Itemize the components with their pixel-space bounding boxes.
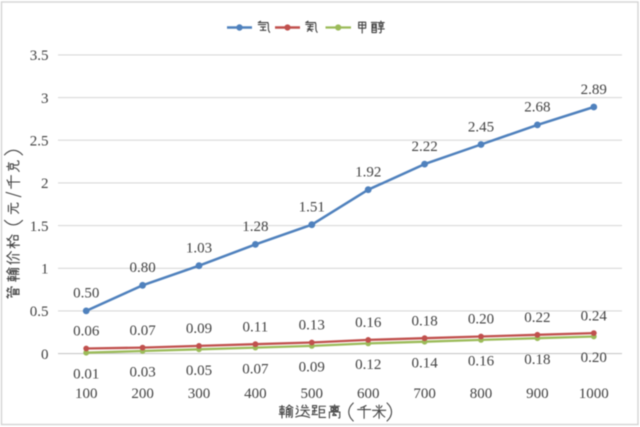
svg-text:1.5: 1.5 [30,219,49,235]
svg-text:600: 600 [357,386,380,402]
svg-text:0: 0 [41,347,49,363]
svg-text:1: 1 [41,262,49,278]
svg-text:2.89: 2.89 [581,82,607,98]
svg-text:700: 700 [413,386,436,402]
svg-text:100: 100 [75,386,98,402]
svg-text:0.06: 0.06 [73,324,100,340]
svg-text:0.07: 0.07 [129,323,156,339]
svg-text:0.14: 0.14 [411,355,438,371]
svg-text:2.68: 2.68 [524,100,550,116]
svg-text:0.5: 0.5 [30,304,49,320]
svg-text:1.51: 1.51 [299,200,325,216]
svg-text:0.07: 0.07 [242,361,269,377]
svg-text:0.20: 0.20 [468,312,494,328]
svg-text:2.22: 2.22 [411,139,437,155]
svg-text:200: 200 [131,386,154,402]
svg-text:0.01: 0.01 [73,366,99,382]
svg-text:0.09: 0.09 [186,321,212,337]
svg-text:900: 900 [526,386,549,402]
svg-text:1.28: 1.28 [242,219,268,235]
svg-text:1.92: 1.92 [355,165,381,181]
svg-text:0.16: 0.16 [468,354,495,370]
svg-text:2.45: 2.45 [468,119,494,135]
svg-text:0.09: 0.09 [299,360,325,376]
svg-text:1.03: 1.03 [186,241,212,257]
svg-text:0.05: 0.05 [186,363,212,379]
svg-text:300: 300 [188,386,211,402]
svg-text:0.18: 0.18 [411,313,437,329]
svg-text:0.22: 0.22 [524,310,550,326]
svg-text:1000: 1000 [579,386,609,402]
svg-text:2: 2 [41,176,49,192]
svg-text:0.13: 0.13 [299,318,325,334]
svg-text:0.20: 0.20 [581,350,607,366]
svg-text:0.18: 0.18 [524,352,550,368]
svg-text:3.5: 3.5 [30,48,49,64]
svg-text:0.03: 0.03 [129,365,155,381]
svg-text:2.5: 2.5 [30,133,49,149]
svg-text:0.24: 0.24 [581,308,608,324]
svg-text:400: 400 [244,386,267,402]
svg-text:3: 3 [41,91,49,107]
svg-text:0.80: 0.80 [129,260,155,276]
svg-text:0.12: 0.12 [355,357,381,373]
svg-text:0.50: 0.50 [73,286,99,302]
svg-text:0.16: 0.16 [355,315,382,331]
svg-text:500: 500 [301,386,324,402]
svg-text:800: 800 [470,386,493,402]
svg-text:0.11: 0.11 [243,319,269,335]
